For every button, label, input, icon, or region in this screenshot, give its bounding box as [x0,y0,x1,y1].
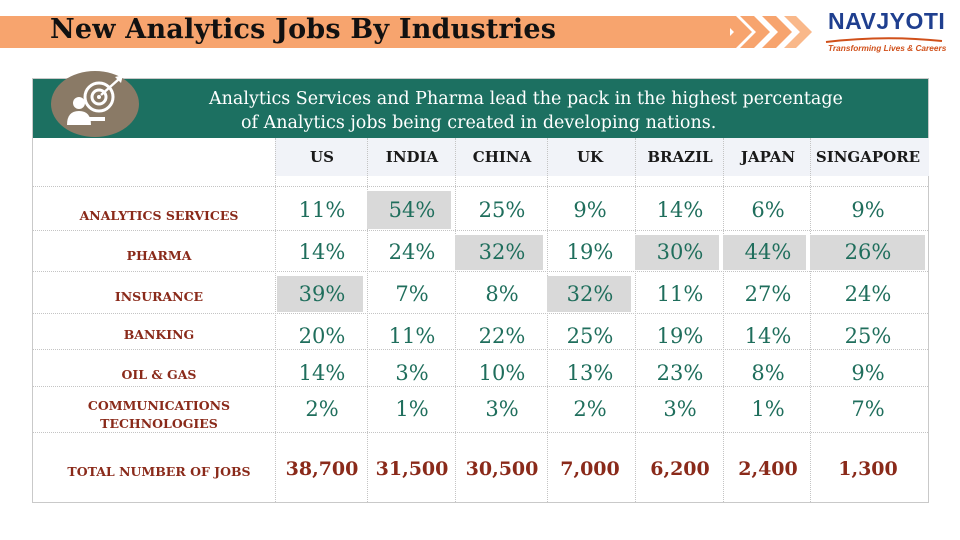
table-cell: 3% [485,397,519,421]
table-cell: 1% [751,397,785,421]
table-cell: 6% [751,198,785,222]
table-cell: 32% [566,282,614,306]
highlight-cell [723,235,806,270]
grid-vline [455,138,456,502]
total-value: 7,000 [560,458,620,480]
table-cell: 39% [298,282,346,306]
logo-swoosh-icon [825,37,943,43]
table-cell: 19% [656,324,704,348]
grid-vline [275,138,276,502]
total-value: 38,700 [285,458,359,480]
table-cell: 24% [388,240,436,264]
table-cell: 3% [395,361,429,385]
row-label: PHARMA [126,248,192,263]
highlight-cell [547,276,631,312]
table-cell: 2% [305,397,339,421]
highlight-cell [367,191,451,229]
logo-tagline: Transforming Lives & Careers [828,43,947,53]
grid-vline [367,138,368,502]
grid-vline [547,138,548,502]
table-cell: 25% [566,324,614,348]
table-cell: 9% [851,361,885,385]
row-label: ANALYTICS SERVICES [79,208,239,223]
grid-hline [33,432,928,433]
table-cell: 44% [744,240,792,264]
grid-hline [33,386,928,387]
table-cell: 22% [478,324,526,348]
table-cell: 2% [573,397,607,421]
total-value: 2,400 [738,458,798,480]
table-cell: 32% [478,240,526,264]
table-cell: 23% [656,361,704,385]
grid-vline [635,138,636,502]
row-label: BANKING [123,327,195,342]
header-band: Analytics Services and Pharma lead the p… [33,79,928,138]
table-cell: 11% [388,324,436,348]
table-cell: 24% [844,282,892,306]
grid-hline [33,313,928,314]
column-header-japan: JAPAN [740,148,796,166]
table-cell: 25% [478,198,526,222]
brand-logo: NAVJYOTI Transforming Lives & Careers [824,8,946,58]
grid-hline [33,230,928,231]
totals-label: TOTAL NUMBER OF JOBS [67,464,251,479]
total-value: 1,300 [838,458,898,480]
page-title: New Analytics Jobs By Industries [50,14,557,45]
table-cell: 14% [298,240,346,264]
target-business-icon [51,71,139,137]
column-header-us: US [310,148,334,166]
highlight-cell [455,235,543,270]
logo-name: NAVJYOTI [828,8,946,34]
table-cell: 8% [751,361,785,385]
table-cell: 8% [485,282,519,306]
column-header-india: INDIA [385,148,439,166]
table-cell: 9% [573,198,607,222]
highlight-cell [635,235,719,270]
table-cell: 7% [851,397,885,421]
table-cell: 7% [395,282,429,306]
table-cell: 25% [844,324,892,348]
table-cell: 11% [656,282,704,306]
table-cell: 14% [298,361,346,385]
column-header-background [275,138,929,176]
grid-hline [33,349,928,350]
table-cell: 13% [566,361,614,385]
table-cell: 1% [395,397,429,421]
table-cell: 3% [663,397,697,421]
row-label: COMMUNICATIONS TECHNOLOGIES [87,398,231,431]
table-cell: 10% [478,361,526,385]
table-cell: 30% [656,240,704,264]
highlight-cell [277,276,363,312]
grid-hline [33,186,928,187]
column-header-brazil: BRAZIL [647,148,713,166]
highlight-cell [810,235,925,270]
grid-vline [810,138,811,502]
table-cell: 14% [744,324,792,348]
jobs-table-frame: Analytics Services and Pharma lead the p… [32,71,929,503]
table-cell: 14% [656,198,704,222]
table-cell: 54% [388,198,436,222]
header-message: Analytics Services and Pharma lead the p… [201,87,901,135]
column-header-uk: UK [576,148,604,166]
total-value: 31,500 [375,458,449,480]
row-label: OIL & GAS [121,367,197,382]
table-cell: 19% [566,240,614,264]
title-banner [0,16,730,48]
header-line-1: Analytics Services and Pharma lead the p… [209,89,843,109]
total-value: 6,200 [650,458,710,480]
column-header-china: CHINA [472,148,532,166]
table-cell: 11% [298,198,346,222]
grid-hline [33,271,928,272]
chevron-arrows-icon [718,16,812,48]
grid-vline [723,138,724,502]
table-cell: 26% [844,240,892,264]
table-cell: 27% [744,282,792,306]
table-cell: 20% [298,324,346,348]
table-cell: 9% [851,198,885,222]
total-value: 30,500 [465,458,539,480]
header-line-2: of Analytics jobs being created in devel… [241,113,717,133]
row-label: INSURANCE [114,289,204,304]
column-header-singapore: SINGAPORE [815,148,921,166]
